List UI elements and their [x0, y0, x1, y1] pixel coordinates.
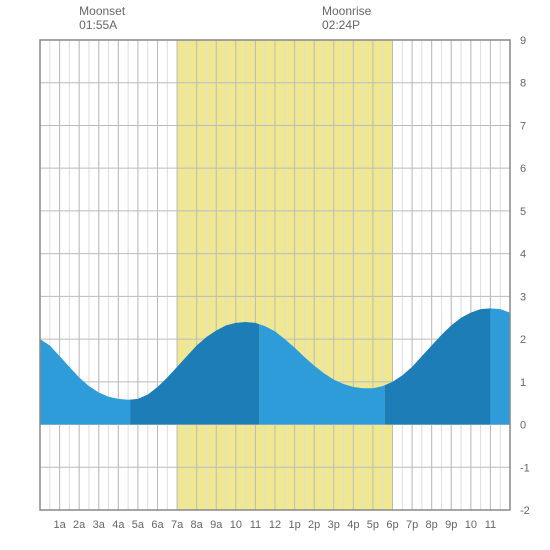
- moonrise-time: 02:24P: [322, 18, 371, 32]
- svg-text:3a: 3a: [93, 519, 106, 531]
- svg-text:4p: 4p: [347, 519, 359, 531]
- tide-chart: 1a2a3a4a5a6a7a8a9a1011121p2p3p4p5p6p7p8p…: [0, 0, 550, 550]
- svg-text:6: 6: [520, 163, 526, 175]
- annotation-moonset: Moonset 01:55A: [79, 4, 125, 33]
- svg-text:12: 12: [269, 519, 281, 531]
- svg-text:7a: 7a: [171, 519, 184, 531]
- svg-text:2a: 2a: [73, 519, 86, 531]
- annotation-moonrise: Moonrise 02:24P: [322, 4, 371, 33]
- svg-text:2p: 2p: [308, 519, 320, 531]
- moonset-label: Moonset: [79, 4, 125, 18]
- svg-text:11: 11: [250, 519, 261, 531]
- moonset-time: 01:55A: [79, 18, 125, 32]
- svg-text:7: 7: [520, 120, 526, 132]
- svg-text:9a: 9a: [210, 519, 223, 531]
- svg-text:5a: 5a: [132, 519, 145, 531]
- svg-text:3: 3: [520, 291, 526, 303]
- moonrise-label: Moonrise: [322, 4, 371, 18]
- svg-text:8: 8: [520, 78, 526, 90]
- svg-text:10: 10: [230, 519, 242, 531]
- svg-text:9p: 9p: [445, 519, 457, 531]
- svg-text:9: 9: [520, 35, 526, 47]
- tide-chart-container: Moonset 01:55A Moonrise 02:24P 1a 2a 3a 4a 5…: [0, 0, 550, 550]
- svg-text:1a: 1a: [53, 519, 66, 531]
- svg-text:6p: 6p: [386, 519, 398, 531]
- svg-text:6a: 6a: [151, 519, 164, 531]
- svg-text:8p: 8p: [426, 519, 438, 531]
- svg-text:5p: 5p: [367, 519, 379, 531]
- svg-text:1p: 1p: [288, 519, 300, 531]
- svg-text:4a: 4a: [112, 519, 125, 531]
- svg-text:5: 5: [520, 206, 526, 218]
- svg-text:7p: 7p: [406, 519, 418, 531]
- svg-text:0: 0: [520, 420, 526, 432]
- svg-text:3p: 3p: [328, 519, 340, 531]
- svg-text:-2: -2: [520, 505, 530, 517]
- svg-text:2: 2: [520, 334, 526, 346]
- svg-text:-1: -1: [520, 462, 530, 474]
- svg-text:11: 11: [485, 519, 496, 531]
- svg-text:4: 4: [520, 249, 526, 261]
- svg-text:10: 10: [465, 519, 477, 531]
- svg-text:8a: 8a: [191, 519, 204, 531]
- svg-text:1: 1: [520, 377, 526, 389]
